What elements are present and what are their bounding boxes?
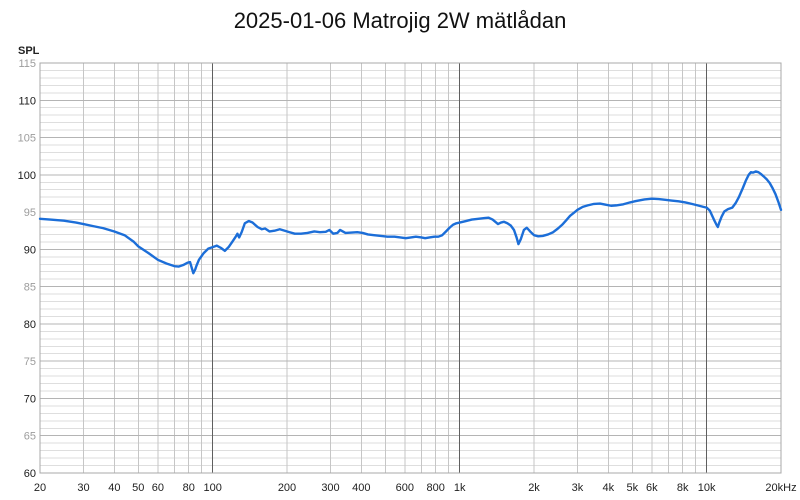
y-axis-title: SPL <box>18 45 40 57</box>
y-tick-label: 95 <box>24 207 36 219</box>
x-tick-label: 6k <box>646 482 658 494</box>
gridlines-major-horizontal <box>40 62 781 474</box>
x-tick-label: 8k <box>677 482 689 494</box>
x-tick-label: 1k <box>454 482 466 494</box>
y-tick-label: 100 <box>18 170 36 182</box>
x-tick-label: 300 <box>321 482 339 494</box>
gridlines-minor-horizontal <box>40 69 781 467</box>
x-tick-label: 100 <box>203 482 221 494</box>
x-tick-label: 20kHz <box>765 482 796 494</box>
chart-title: 2025-01-06 Matrojig 2W mätlådan <box>233 8 567 33</box>
plot-border <box>39 62 782 474</box>
x-tick-label: 20 <box>34 482 46 494</box>
y-tick-label: 75 <box>24 356 36 368</box>
x-tick-label: 4k <box>603 482 615 494</box>
y-tick-label: 85 <box>24 282 36 294</box>
spl-curve <box>38 170 783 275</box>
x-tick-label: 40 <box>108 482 120 494</box>
x-tick-label: 800 <box>427 482 445 494</box>
y-tick-label: 60 <box>24 468 36 480</box>
y-axis-labels: 115 110 105 100 95 90 85 80 75 70 65 60 <box>18 58 36 480</box>
y-tick-label: 70 <box>24 393 36 405</box>
x-tick-label: 10k <box>698 482 716 494</box>
x-tick-label: 2k <box>528 482 540 494</box>
x-tick-label: 50 <box>132 482 144 494</box>
x-tick-label: 200 <box>278 482 296 494</box>
x-tick-label: 400 <box>352 482 370 494</box>
x-tick-label: 60 <box>152 482 164 494</box>
x-tick-label: 30 <box>77 482 89 494</box>
response-curve <box>38 170 783 275</box>
gridlines-decade-vertical <box>212 63 708 473</box>
x-axis-labels: 20 30 40 50 60 80 100 200 300 400 600 800 1k 2k 3k 4k 5k… <box>34 482 797 494</box>
x-tick-label: 3k <box>572 482 584 494</box>
y-tick-label: 115 <box>18 58 36 70</box>
x-tick-label: 80 <box>183 482 195 494</box>
y-tick-label: 80 <box>24 319 36 331</box>
gridlines-minor-vertical <box>82 63 696 473</box>
x-tick-label: 5k <box>626 482 638 494</box>
y-tick-label: 90 <box>24 244 36 256</box>
y-tick-label: 65 <box>24 431 36 443</box>
y-tick-label: 105 <box>18 133 36 145</box>
y-tick-label: 110 <box>18 95 36 107</box>
x-tick-label: 600 <box>396 482 414 494</box>
